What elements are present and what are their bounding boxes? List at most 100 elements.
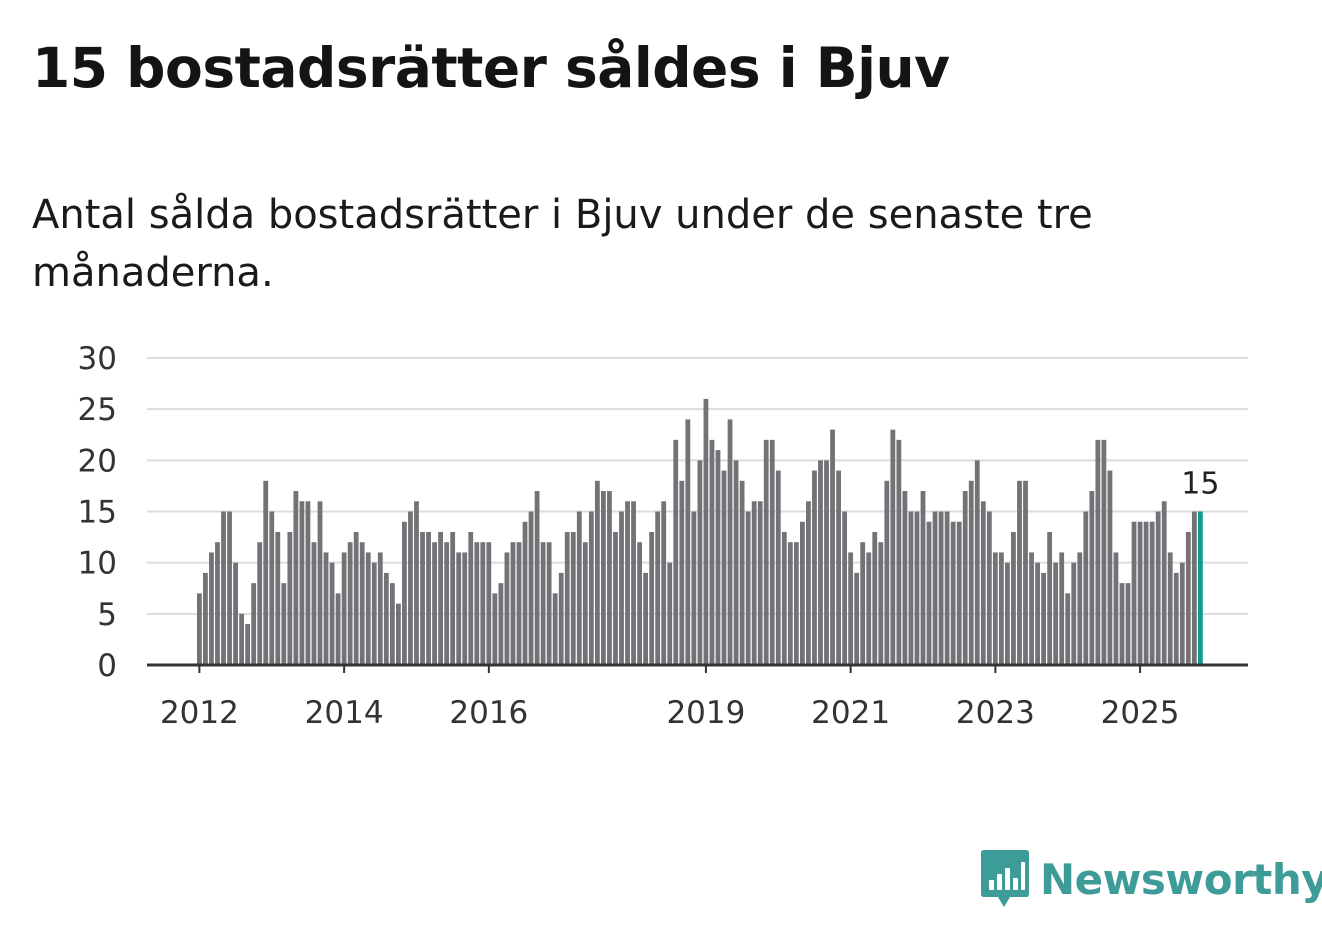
bar <box>944 511 950 665</box>
bar <box>305 501 311 665</box>
bar <box>800 521 805 665</box>
bar <box>962 491 968 665</box>
bar <box>516 542 522 665</box>
bar <box>866 552 872 665</box>
bar <box>420 531 425 665</box>
bar <box>601 491 606 665</box>
bar <box>263 480 269 665</box>
bar <box>245 624 251 665</box>
bar <box>426 531 431 665</box>
bar <box>510 542 516 665</box>
bar <box>347 542 353 665</box>
bar <box>1191 511 1197 665</box>
bar <box>456 552 462 665</box>
bar <box>221 511 226 665</box>
bar <box>257 542 263 665</box>
bar <box>528 511 534 665</box>
bar <box>637 542 642 665</box>
bar <box>1155 511 1161 665</box>
bar <box>287 531 293 665</box>
bar <box>275 531 281 665</box>
bar <box>619 511 624 665</box>
bar <box>438 531 443 665</box>
bar <box>227 511 232 665</box>
bar <box>1125 583 1131 665</box>
bar <box>781 531 787 665</box>
bar <box>474 542 480 665</box>
bar <box>703 398 709 665</box>
bar <box>329 562 335 665</box>
bar <box>1047 531 1053 665</box>
x-tick-label-2016: 2016 <box>449 695 528 731</box>
bar <box>932 511 938 665</box>
y-tick-label-5: 5 <box>97 597 117 633</box>
bar <box>1017 480 1022 665</box>
bar <box>679 480 685 665</box>
bar <box>1143 521 1149 665</box>
newsworthy-logo: Newsworthy <box>980 848 1322 910</box>
bar <box>884 480 890 665</box>
bar <box>281 583 287 665</box>
x-tick-label-2023: 2023 <box>956 695 1035 731</box>
bar <box>492 593 498 665</box>
bar <box>534 491 540 665</box>
y-tick-label-25: 25 <box>78 392 117 428</box>
bar <box>311 542 317 665</box>
bar <box>673 439 679 665</box>
bar <box>1011 531 1016 665</box>
bar <box>462 552 468 665</box>
bar <box>938 511 944 665</box>
bar <box>486 542 492 665</box>
bar <box>1137 521 1143 665</box>
bar <box>1167 552 1173 665</box>
bar <box>836 470 841 665</box>
bar <box>251 583 257 665</box>
bar <box>763 439 769 665</box>
x-tick-label-2025: 2025 <box>1101 695 1180 731</box>
bar <box>480 542 486 665</box>
bar <box>890 429 896 665</box>
bar <box>793 542 799 665</box>
bar <box>872 531 878 665</box>
bar <box>769 439 775 665</box>
bar <box>715 450 721 665</box>
bar <box>582 542 588 665</box>
bar <box>854 572 860 665</box>
x-axis-ticks: 2012 2014 2016 2019 2021 2023 2025 <box>160 665 1180 731</box>
x-tick-label-2021: 2021 <box>811 695 890 731</box>
y-axis-ticks: 0 5 10 15 20 25 30 <box>78 341 117 684</box>
bar <box>299 501 305 665</box>
bar <box>1029 552 1034 665</box>
bar <box>408 511 413 665</box>
bar <box>968 480 974 665</box>
bar <box>1089 491 1095 665</box>
bar <box>323 552 329 665</box>
bar <box>1083 511 1089 665</box>
bar <box>203 572 208 665</box>
bar <box>395 603 401 665</box>
bar <box>570 531 576 665</box>
bar <box>860 542 866 665</box>
bar <box>1131 521 1137 665</box>
bar <box>691 511 697 665</box>
bar <box>655 511 661 665</box>
bar <box>745 511 751 665</box>
bar <box>576 511 582 665</box>
bar <box>1179 562 1185 665</box>
bar <box>468 531 474 665</box>
bar <box>1185 531 1191 665</box>
bar <box>335 593 341 665</box>
bar <box>215 542 220 665</box>
bar <box>558 572 564 665</box>
bar <box>371 562 377 665</box>
bar <box>389 583 395 665</box>
bar <box>450 531 456 665</box>
bar <box>383 572 389 665</box>
bar <box>564 531 570 665</box>
bar <box>950 521 956 665</box>
annotations: 15 <box>1181 467 1219 502</box>
bar <box>739 480 745 665</box>
bar <box>209 552 214 665</box>
x-tick-label-2019: 2019 <box>666 695 745 731</box>
chart-subtitle: Antal sålda bostadsrätter i Bjuv under d… <box>32 192 1093 296</box>
